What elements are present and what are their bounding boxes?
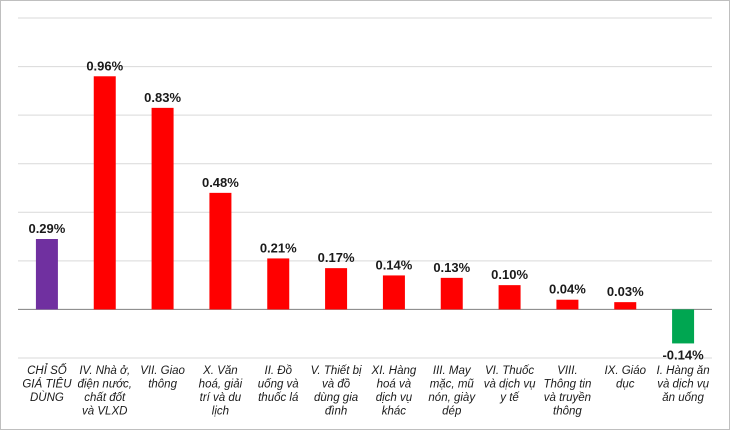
category-label-line: VIII.	[557, 365, 577, 377]
category-label-line: XI. Hàng	[371, 365, 417, 377]
category-label-line: Thông tin	[543, 379, 591, 391]
category-label-line: và VLXD	[82, 406, 127, 418]
category-label-line: lịch	[212, 406, 229, 418]
category-label-line: CHỈ SỐ	[27, 364, 67, 377]
value-label-10: 0.04%	[549, 282, 586, 297]
category-label-line: thuốc lá	[258, 392, 299, 404]
category-label-4: X. Văn hoá, giải trí và du lịch	[199, 365, 243, 418]
category-label-10: VIII. Thông tin và truyền thông	[543, 365, 591, 418]
category-label-line: X. Văn	[202, 365, 238, 377]
gridlines	[18, 17, 712, 359]
value-label-3: 0.83%	[144, 90, 181, 105]
category-label-line: hoá, giải	[199, 379, 243, 391]
category-label-3: VII. Giao thông	[140, 365, 185, 391]
category-label-11: IX. Giáo dục	[604, 365, 646, 391]
category-label-line: mặc, mũ	[430, 379, 475, 391]
category-label-line: hoá và	[377, 379, 412, 391]
category-label-12: I. Hàng ăn và dịch vụ ăn uống	[657, 365, 710, 404]
bar-1	[35, 239, 58, 310]
bar-3	[151, 107, 174, 310]
category-label-line: và đồ	[322, 379, 351, 391]
category-label-line: V. Thiết bị	[311, 365, 362, 377]
bar-8	[440, 277, 463, 310]
category-label-line: GIÁ TIÊU	[22, 378, 72, 391]
value-label-9: 0.10%	[491, 267, 528, 282]
category-label-line: DÙNG	[30, 391, 64, 404]
bar-6	[325, 268, 348, 310]
value-label-8: 0.13%	[433, 260, 470, 275]
category-label-line: dép	[442, 406, 462, 418]
value-label-6: 0.17%	[318, 250, 355, 265]
category-label-line: I. Hàng ăn	[657, 365, 710, 377]
category-label-8: III. May mặc, mũ nón, giày dép	[428, 365, 476, 418]
category-label-5: II. Đồ uống và thuốc lá	[258, 365, 300, 404]
value-label-2: 0.96%	[86, 58, 123, 73]
category-label-line: uống và	[258, 379, 300, 391]
category-label-9: VI. Thuốc và dịch vụ y tế	[484, 365, 536, 404]
category-label-line: II. Đồ	[265, 365, 293, 377]
bar-9	[498, 285, 521, 310]
value-label-1: 0.29%	[28, 221, 65, 236]
bar-5	[267, 258, 290, 310]
bar-7	[382, 275, 405, 310]
category-label-line: điện nước,	[77, 379, 132, 391]
category-label-6: V. Thiết bị và đồ dùng gia đình	[311, 365, 362, 418]
category-label-line: VII. Giao	[140, 365, 185, 377]
category-label-line: VI. Thuốc	[485, 365, 534, 377]
bar-10	[556, 299, 579, 310]
category-label-line: III. May	[433, 365, 472, 377]
bar-11	[614, 302, 637, 310]
bar-12	[672, 309, 695, 344]
category-label-line: trí và du	[200, 392, 242, 404]
category-label-line: nón, giày	[428, 392, 476, 404]
category-label-line: thông	[553, 406, 582, 418]
category-label-line: chất đốt	[84, 392, 126, 404]
bar-2	[93, 76, 116, 310]
category-label-line: dùng gia	[314, 392, 358, 404]
category-label-line: khác	[382, 406, 407, 418]
category-label-line: IV. Nhà ở,	[79, 365, 130, 377]
category-label-line: dịch vụ	[376, 392, 413, 404]
category-label-line: IX. Giáo	[604, 365, 646, 377]
category-label-1: CHỈ SỐ GIÁ TIÊU DÙNG	[22, 364, 72, 404]
category-label-2: IV. Nhà ở, điện nước, chất đốt và VLXD	[77, 365, 132, 418]
value-label-7: 0.14%	[375, 257, 412, 272]
bar-4	[209, 192, 232, 310]
value-label-12: -0.14%	[662, 347, 704, 362]
category-label-line: đình	[325, 406, 347, 418]
category-label-line: và dịch vụ	[657, 379, 709, 391]
category-label-line: y tế	[499, 392, 520, 404]
value-label-4: 0.48%	[202, 175, 239, 190]
category-label-line: và dịch vụ	[484, 379, 536, 391]
category-label-7: XI. Hàng hoá và dịch vụ khác	[371, 365, 417, 418]
value-label-11: 0.03%	[607, 284, 644, 299]
category-label-line: dục	[616, 379, 635, 391]
category-label-line: ăn uống	[662, 392, 704, 404]
value-label-5: 0.21%	[260, 240, 297, 255]
category-label-line: thông	[148, 379, 177, 391]
category-label-line: và truyền	[544, 392, 591, 404]
